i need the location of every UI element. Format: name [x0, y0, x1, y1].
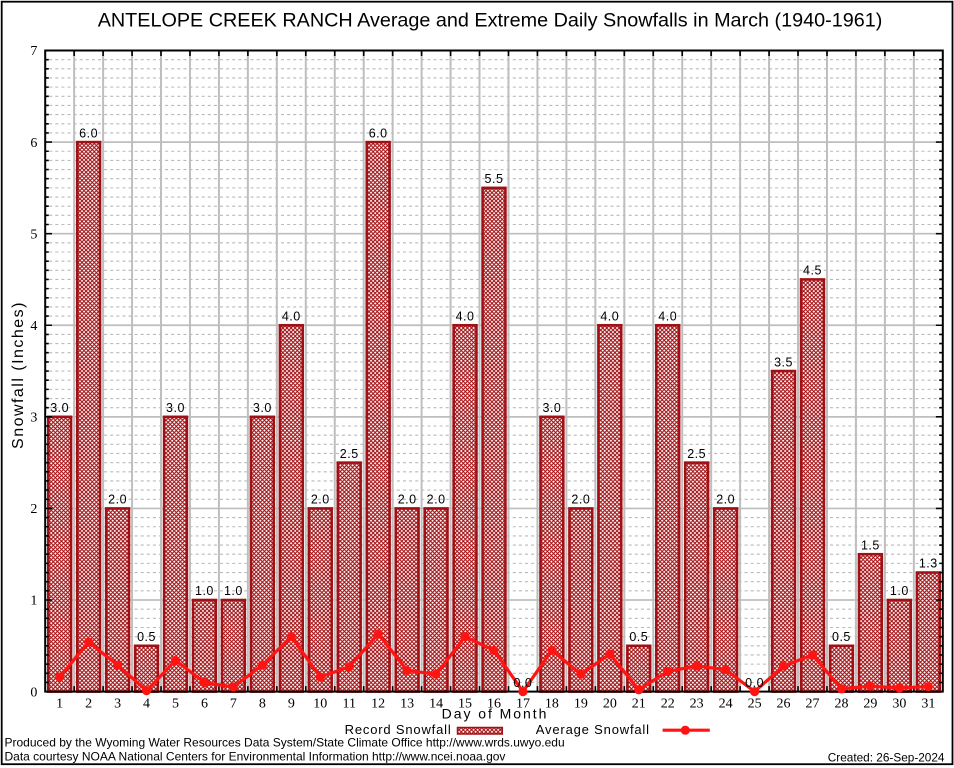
svg-text:2.0: 2.0: [311, 493, 330, 507]
svg-text:0.5: 0.5: [629, 630, 648, 644]
svg-text:3: 3: [30, 411, 37, 426]
svg-text:0.5: 0.5: [832, 630, 851, 644]
svg-text:Created: 26-Sep-2024: Created: 26-Sep-2024: [828, 751, 945, 765]
svg-text:28: 28: [834, 696, 848, 711]
svg-text:15: 15: [458, 696, 472, 711]
svg-text:25: 25: [748, 696, 762, 711]
svg-text:27: 27: [806, 696, 820, 711]
svg-text:4: 4: [30, 319, 37, 334]
svg-text:0: 0: [30, 685, 37, 700]
svg-text:4.0: 4.0: [600, 309, 619, 323]
svg-text:13: 13: [400, 696, 414, 711]
svg-text:14: 14: [429, 696, 443, 711]
svg-text:1.0: 1.0: [224, 584, 243, 598]
svg-text:Produced by the Wyoming Water: Produced by the Wyoming Water Resources …: [5, 736, 565, 750]
svg-text:0.5: 0.5: [137, 630, 156, 644]
svg-text:18: 18: [545, 696, 559, 711]
svg-text:Average Snowfall: Average Snowfall: [536, 722, 650, 737]
svg-text:5.5: 5.5: [485, 172, 504, 186]
svg-text:26: 26: [777, 696, 791, 711]
svg-text:17: 17: [516, 696, 530, 711]
svg-text:24: 24: [719, 696, 733, 711]
svg-text:6: 6: [30, 136, 37, 151]
svg-text:9: 9: [288, 696, 295, 711]
svg-text:8: 8: [259, 696, 266, 711]
svg-text:31: 31: [921, 696, 935, 711]
svg-text:6: 6: [201, 696, 208, 711]
svg-text:3.0: 3.0: [542, 401, 561, 415]
svg-text:3.0: 3.0: [166, 401, 185, 415]
svg-text:4: 4: [143, 696, 150, 711]
svg-text:2.5: 2.5: [687, 447, 706, 461]
svg-text:2.0: 2.0: [427, 493, 446, 507]
svg-text:10: 10: [313, 696, 327, 711]
svg-text:2.0: 2.0: [716, 493, 735, 507]
svg-text:0.0: 0.0: [514, 676, 533, 690]
svg-text:23: 23: [690, 696, 704, 711]
svg-text:1.3: 1.3: [919, 557, 938, 571]
svg-text:22: 22: [661, 696, 675, 711]
svg-text:0.0: 0.0: [745, 676, 764, 690]
svg-text:12: 12: [371, 696, 385, 711]
svg-text:3.0: 3.0: [50, 401, 69, 415]
svg-text:2: 2: [30, 502, 37, 517]
svg-text:16: 16: [487, 696, 501, 711]
svg-text:Snowfall (Inches): Snowfall (Inches): [10, 301, 27, 449]
svg-text:20: 20: [603, 696, 617, 711]
svg-text:1: 1: [56, 696, 63, 711]
svg-text:7: 7: [230, 696, 237, 711]
svg-text:29: 29: [863, 696, 877, 711]
svg-text:30: 30: [892, 696, 906, 711]
svg-text:3.5: 3.5: [774, 355, 793, 369]
svg-text:4.0: 4.0: [456, 309, 475, 323]
svg-text:2.5: 2.5: [340, 447, 359, 461]
svg-text:6.0: 6.0: [79, 126, 98, 140]
svg-text:1.0: 1.0: [195, 584, 214, 598]
svg-text:4.0: 4.0: [282, 309, 301, 323]
svg-text:19: 19: [574, 696, 588, 711]
svg-text:Record Snowfall: Record Snowfall: [345, 722, 452, 737]
svg-text:21: 21: [632, 696, 646, 711]
svg-text:7: 7: [30, 44, 37, 59]
svg-text:Data courtesy NOAA National Ce: Data courtesy NOAA National Centers for …: [5, 750, 506, 764]
svg-text:1: 1: [30, 594, 37, 609]
svg-text:1.0: 1.0: [890, 584, 909, 598]
svg-text:5: 5: [30, 227, 37, 242]
svg-text:2.0: 2.0: [571, 493, 590, 507]
svg-text:3.0: 3.0: [253, 401, 272, 415]
svg-text:4.5: 4.5: [803, 264, 822, 278]
svg-text:3: 3: [114, 696, 121, 711]
svg-text:2.0: 2.0: [108, 493, 127, 507]
svg-text:6.0: 6.0: [369, 126, 388, 140]
svg-text:Day of Month: Day of Month: [442, 705, 549, 721]
svg-text:ANTELOPE CREEK RANCH Average a: ANTELOPE CREEK RANCH Average and Extreme…: [98, 10, 883, 32]
svg-text:4.0: 4.0: [658, 309, 677, 323]
svg-text:2.0: 2.0: [398, 493, 417, 507]
svg-text:2: 2: [85, 696, 92, 711]
svg-text:1.5: 1.5: [861, 538, 880, 552]
svg-text:11: 11: [342, 696, 355, 711]
svg-text:5: 5: [172, 696, 179, 711]
